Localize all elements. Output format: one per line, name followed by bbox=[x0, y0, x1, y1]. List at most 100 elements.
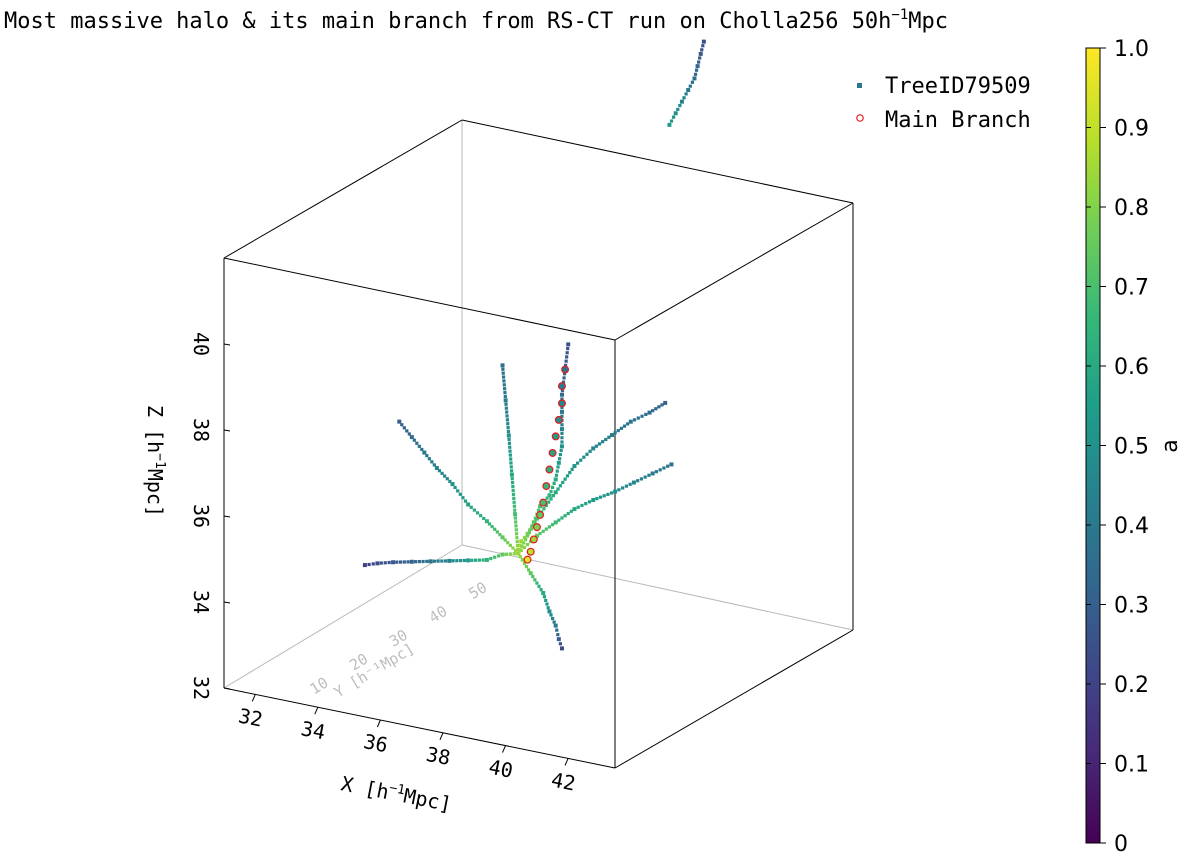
tree-point bbox=[667, 122, 672, 127]
tree-point bbox=[572, 507, 577, 512]
colorbar-tick-label: 1.0 bbox=[1114, 37, 1149, 62]
tree-point bbox=[556, 637, 561, 642]
tree-point bbox=[550, 485, 555, 489]
colorbar-label: a bbox=[1158, 439, 1183, 452]
tree-point bbox=[504, 552, 509, 556]
y-axis-label: Y [h⁻¹Mpc] bbox=[331, 639, 418, 701]
tree-point bbox=[695, 64, 700, 69]
x-tick-mark bbox=[564, 758, 569, 766]
tree-point bbox=[549, 613, 553, 617]
tree-point bbox=[520, 544, 524, 549]
tree-point bbox=[371, 562, 375, 566]
tree-point bbox=[647, 473, 651, 477]
tree-point bbox=[560, 423, 564, 427]
tree-point bbox=[502, 383, 506, 387]
tree-point bbox=[594, 444, 598, 448]
z-tick-label: 40 bbox=[189, 332, 213, 356]
tree-point bbox=[566, 346, 570, 351]
tree-point bbox=[362, 563, 367, 568]
tree-point bbox=[587, 500, 592, 504]
tree-point bbox=[506, 422, 510, 426]
tree-point bbox=[616, 428, 620, 433]
tree-point bbox=[698, 51, 703, 56]
tree-point bbox=[440, 471, 444, 475]
tree-point bbox=[518, 543, 522, 547]
tree-point bbox=[604, 437, 608, 442]
tree-point bbox=[660, 403, 664, 407]
tree-point bbox=[510, 481, 515, 485]
tree-point bbox=[405, 429, 409, 433]
tree-point bbox=[666, 464, 670, 468]
tree-point bbox=[516, 551, 521, 556]
tree-point bbox=[503, 538, 507, 542]
colorbar-tick-label: 0.2 bbox=[1114, 673, 1149, 698]
tree-point bbox=[609, 491, 614, 495]
tree-point bbox=[595, 496, 599, 501]
x-axis-ticks: 32 34 36 38 40 42 bbox=[237, 694, 578, 796]
tree-point bbox=[487, 522, 492, 526]
tree-point bbox=[561, 380, 566, 384]
colorbar-tick-label: 0.8 bbox=[1114, 196, 1149, 221]
main-branch-point bbox=[542, 482, 551, 491]
colorbar-tick-label: 0.7 bbox=[1114, 276, 1149, 301]
tree-point bbox=[531, 523, 535, 528]
main-branch-series bbox=[523, 365, 570, 564]
tree-point bbox=[559, 444, 564, 449]
tree-point bbox=[700, 48, 704, 52]
tree-point bbox=[422, 450, 427, 455]
tree-point bbox=[552, 620, 556, 624]
colorbar-tick-label: 0.5 bbox=[1114, 435, 1149, 460]
tree-point bbox=[622, 424, 627, 428]
tree-point bbox=[561, 480, 565, 485]
tree-point bbox=[459, 558, 463, 563]
tree-point bbox=[525, 534, 530, 538]
z-axis-label: Z [h−1Mpc] bbox=[143, 405, 167, 517]
tree-point bbox=[425, 454, 429, 458]
legend: TreeID79509 Main Branch bbox=[856, 74, 1031, 133]
x-tick-mark bbox=[439, 732, 444, 740]
tree-point bbox=[500, 363, 505, 368]
tree-point bbox=[559, 646, 564, 651]
tree-point bbox=[534, 533, 539, 538]
tree-point bbox=[425, 559, 429, 564]
tree-point bbox=[559, 448, 563, 453]
tree-point bbox=[415, 441, 419, 445]
tree-point bbox=[518, 548, 522, 552]
tree-point bbox=[525, 531, 530, 536]
tree-point bbox=[570, 467, 574, 471]
tree-point bbox=[481, 558, 485, 562]
tree-point bbox=[676, 107, 680, 111]
colorbar-ticks: 0 0.1 0.2 0.3 0.4 0.5 0.6 0.7 0.8 0.9 1.0 bbox=[1086, 37, 1149, 855]
z-tick-mark bbox=[223, 343, 231, 346]
tree-point bbox=[560, 406, 564, 410]
tree-point bbox=[448, 479, 452, 484]
z-tick-label: 38 bbox=[189, 418, 213, 442]
colorbar-gradient bbox=[1086, 48, 1100, 843]
z-axis-ticks: 32 34 36 38 40 bbox=[189, 332, 231, 700]
colorbar-tick-label: 0.1 bbox=[1114, 753, 1149, 778]
tree-point bbox=[566, 511, 570, 516]
tree-point bbox=[493, 555, 497, 559]
main-branch-point bbox=[536, 510, 545, 519]
tree-point bbox=[484, 557, 489, 562]
tree-point bbox=[601, 440, 605, 444]
tree-point bbox=[560, 440, 564, 444]
tree-point bbox=[566, 342, 571, 347]
tree-point bbox=[462, 558, 466, 563]
tree-point bbox=[553, 477, 558, 482]
tree-point bbox=[500, 552, 505, 557]
tree-point bbox=[513, 549, 518, 553]
tree-point bbox=[450, 482, 455, 487]
tree-point bbox=[479, 514, 483, 518]
tree-point bbox=[436, 559, 440, 563]
tree-point bbox=[515, 540, 519, 544]
y-tick-label: 10 bbox=[307, 674, 332, 699]
tree-point bbox=[409, 559, 414, 564]
x-tick-mark bbox=[502, 745, 506, 753]
tree-point bbox=[549, 497, 553, 501]
tree-point bbox=[552, 481, 556, 485]
tree-point bbox=[508, 453, 512, 457]
tree-point bbox=[631, 480, 636, 485]
tree-point bbox=[475, 511, 480, 515]
z-tick-mark bbox=[223, 515, 231, 518]
